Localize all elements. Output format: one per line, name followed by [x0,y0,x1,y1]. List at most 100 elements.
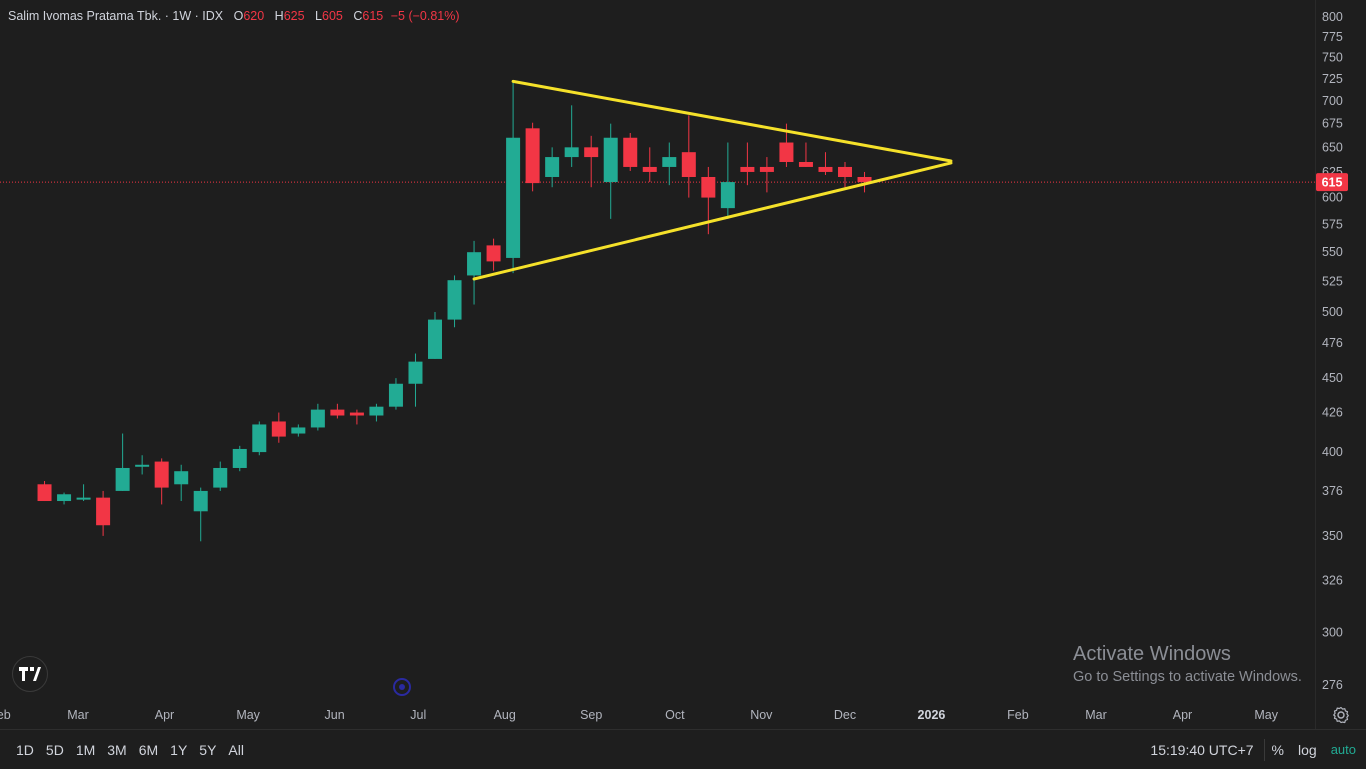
candle-body [76,497,91,500]
price-tick-label: 725 [1322,72,1343,86]
price-tick-label: 575 [1322,217,1343,231]
low-value: 605 [322,9,343,23]
toolbar-separator [1263,738,1265,761]
price-tick-label: 476 [1322,336,1343,350]
trendline-lower [472,161,953,281]
price-tick-label: 775 [1322,30,1343,44]
candle-body [642,166,657,172]
candle-body [369,406,384,416]
time-tick-label: Apr [1173,708,1192,722]
candle-body [545,157,560,177]
close-label: C [353,9,363,23]
price-axis-divider [1315,0,1316,729]
range-1m-button[interactable]: 1M [75,741,96,758]
last-price-label-bg [1316,173,1348,192]
candle-body [759,166,774,172]
price-tick-label: 426 [1322,406,1343,420]
low-label: L [315,9,322,23]
price-tick-label: 376 [1322,484,1343,498]
candle-body [701,176,716,198]
candle-body [174,471,189,485]
percent-scale-button[interactable]: % [1271,741,1284,758]
candle-body [252,424,267,453]
time-tick-label: Nov [750,708,773,722]
candle-body [798,161,813,167]
time-tick-label: 2026 [918,708,946,722]
price-tick-label: 400 [1322,445,1343,459]
price-tick-label: 550 [1322,245,1343,259]
time-tick-label: Apr [155,708,174,722]
candle-body [564,147,579,158]
price-tick-label: 276 [1322,678,1343,692]
candle-body [623,137,638,167]
price-tick-label: 600 [1322,191,1343,205]
clock[interactable]: 15:19:40 UTC+7 [1150,741,1254,758]
candle-body [525,128,540,184]
candle-body [584,147,599,158]
range-6m-button[interactable]: 6M [138,741,159,758]
range-1y-button[interactable]: 1Y [170,741,188,758]
candle-body [37,484,52,502]
price-tick-label: 350 [1322,529,1343,543]
range-3m-button[interactable]: 3M [107,741,127,758]
symbol-title[interactable]: Salim Ivomas Pratama Tbk. · 1W · IDX [8,9,224,23]
candle-body [96,497,111,526]
change-value: −5 (−0.81%) [390,9,460,23]
watermark-title: Activate Windows [1073,643,1231,665]
high-value: 625 [283,9,305,23]
candle-body [467,252,482,276]
price-tick-label: 675 [1322,117,1343,131]
range-all-button[interactable]: All [228,741,244,758]
price-tick-label: 326 [1322,573,1343,587]
candle-body [681,152,696,177]
time-tick-label: Feb [0,708,11,722]
time-tick-label: Mar [67,708,89,722]
candle-body [115,467,130,491]
time-tick-label: May [236,708,260,722]
time-tick-label: Jun [325,708,345,722]
trendline-upper [511,79,953,163]
time-tick-label: Sep [580,708,602,722]
time-tick-label: Feb [1007,708,1029,722]
candle-body [330,409,345,416]
last-price-label: 615 [1322,176,1343,190]
time-tick-label: Aug [494,708,516,722]
range-selector: 1D 5D 1M 3M 6M 1Y 5Y All [10,742,250,758]
bottom-toolbar: 1D 5D 1M 3M 6M 1Y 5Y All 15:19:40 UTC+7 … [0,729,1366,769]
watermark-subtitle: Go to Settings to activate Windows. [1073,669,1302,685]
time-tick-label: Dec [834,708,856,722]
candle-body [291,427,306,434]
candle-body [486,245,501,262]
activate-windows-watermark: Activate Windows Go to Settings to activ… [1073,643,1302,685]
settings-gear-icon[interactable] [1331,705,1351,725]
candle-body [349,412,364,416]
tradingview-logo-icon[interactable] [12,656,48,692]
symbol-legend: Salim Ivomas Pratama Tbk. · 1W · IDX O62… [8,9,460,23]
time-tick-label: Jul [410,708,426,722]
time-tick-label: Mar [1085,708,1107,722]
price-tick-label: 800 [1322,10,1343,24]
candle-body [603,137,618,183]
log-scale-button[interactable]: log [1298,741,1317,758]
price-tick-label: 300 [1322,626,1343,640]
time-tick-label: May [1254,708,1278,722]
range-5d-button[interactable]: 5D [45,741,64,758]
high-label: H [274,9,284,23]
candle-body [740,166,755,172]
auto-scale-button[interactable]: auto [1330,742,1356,757]
price-tick-label: 500 [1322,305,1343,319]
candle-body [310,409,325,428]
candle-body [720,182,735,209]
close-value: 615 [362,9,384,23]
candle-body [271,421,286,437]
candle-body [838,166,852,177]
range-5y-button[interactable]: 5Y [199,741,217,758]
range-1d-button[interactable]: 1D [16,741,34,758]
candle-body [57,494,72,502]
price-tick-label: 650 [1322,140,1343,154]
time-tick-label: Oct [665,708,685,722]
candle-body [388,383,403,407]
event-marker-icon[interactable] [393,678,411,696]
candle-body [135,464,150,467]
